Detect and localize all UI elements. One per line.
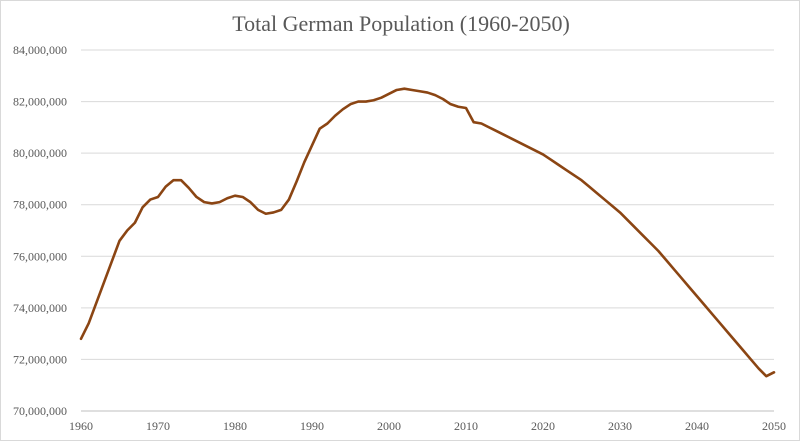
x-tick-label: 1980 — [223, 419, 247, 433]
x-tick-label: 2040 — [685, 419, 709, 433]
y-tick-label: 70,000,000 — [13, 404, 67, 418]
x-tick-label: 2010 — [454, 419, 478, 433]
x-tick-label: 2020 — [531, 419, 555, 433]
x-tick-label: 2050 — [762, 419, 786, 433]
series-layer — [79, 87, 776, 378]
y-tick-label: 74,000,000 — [13, 301, 67, 315]
chart-title: Total German Population (1960-2050) — [232, 11, 570, 36]
y-tick-label: 84,000,000 — [13, 43, 67, 57]
y-tick-label: 82,000,000 — [13, 95, 67, 109]
x-tick-label: 1970 — [146, 419, 170, 433]
gridlines — [81, 49, 774, 412]
x-tick-label: 1960 — [69, 419, 93, 433]
y-tick-label: 76,000,000 — [13, 249, 67, 263]
x-axis-ticks: 1960 1970 1980 1990 2000 2010 2020 2030 2040 2050 — [69, 419, 786, 433]
y-tick-label: 78,000,000 — [13, 198, 67, 212]
y-tick-label: 72,000,000 — [13, 352, 67, 366]
y-axis-ticks: 70,000,000 72,000,000 74,000,000 76,000,000… — [13, 43, 67, 418]
population-series-line — [79, 87, 776, 378]
x-tick-label: 2000 — [377, 419, 401, 433]
x-tick-label: 1990 — [300, 419, 324, 433]
y-tick-label: 80,000,000 — [13, 146, 67, 160]
x-tick-label: 2030 — [608, 419, 632, 433]
